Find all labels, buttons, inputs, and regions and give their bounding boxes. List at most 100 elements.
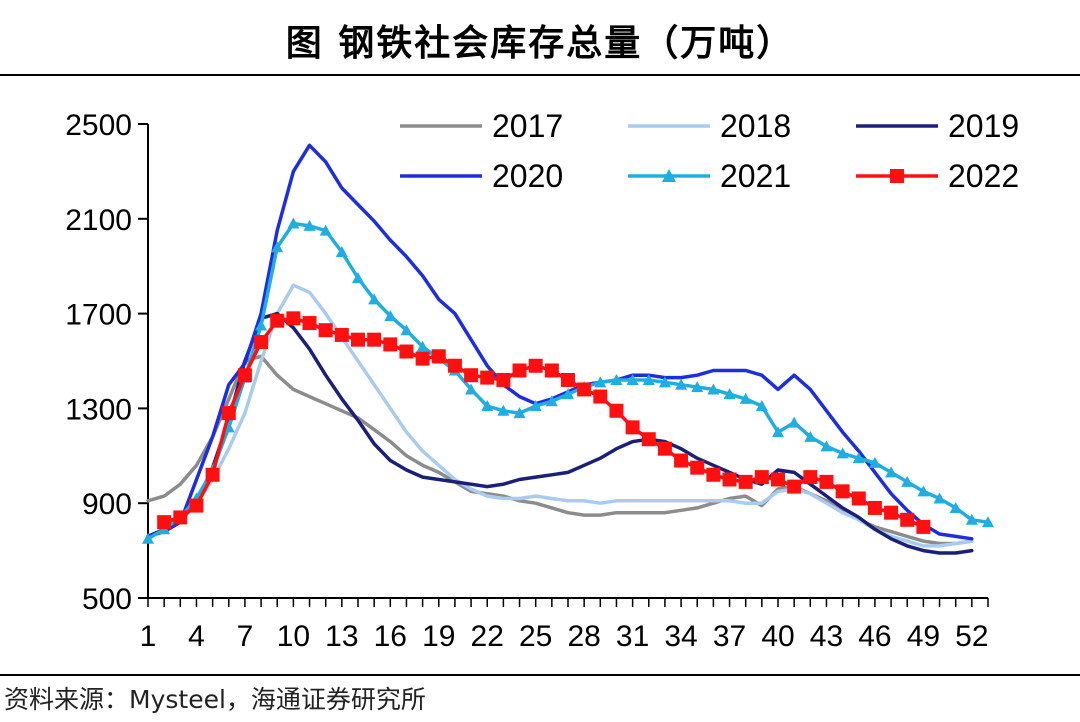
- series-2020: [146, 143, 974, 541]
- data-point-2022: [787, 479, 802, 494]
- data-point-2022: [819, 474, 834, 489]
- y-tick-label: 1700: [65, 299, 132, 332]
- data-point-2021: [335, 245, 348, 257]
- x-tick-label: 10: [277, 620, 310, 653]
- data-point-2021: [820, 440, 833, 452]
- x-tick-label: 22: [471, 620, 504, 653]
- x-tick-label: 49: [907, 620, 940, 653]
- x-tick-label: 31: [616, 620, 649, 653]
- data-point-2022: [900, 512, 915, 527]
- series-2019: [146, 311, 974, 555]
- data-point-2022: [593, 389, 608, 404]
- title-divider: [0, 74, 1080, 76]
- data-point-2021: [513, 407, 526, 419]
- data-point-2021: [901, 475, 914, 487]
- legend-item-2018: 2018: [628, 108, 791, 144]
- data-point-2022: [771, 472, 785, 487]
- chart-title: 图 钢铁社会库存总量（万吨）: [285, 23, 795, 64]
- data-point-2021: [917, 485, 930, 497]
- legend-item-2022: 2022: [856, 158, 1019, 194]
- data-point-2021: [303, 219, 316, 231]
- x-tick-label: 16: [374, 620, 407, 653]
- chart-legend: 2017 2018 2019 2020 2021 2022: [400, 108, 1019, 194]
- data-point-2022: [690, 460, 705, 475]
- legend-label: 2019: [948, 108, 1019, 144]
- series-line-2019: [146, 311, 974, 555]
- series-2017: [146, 354, 974, 546]
- data-point-2021: [949, 501, 962, 513]
- data-point-2021: [658, 376, 671, 388]
- data-point-2022: [609, 403, 624, 418]
- data-point-2022: [205, 467, 220, 482]
- data-point-2021: [287, 217, 300, 229]
- data-point-2022: [561, 372, 575, 387]
- data-point-2022: [254, 335, 269, 350]
- legend-item-2019: 2019: [856, 108, 1019, 144]
- legend-item-2020: 2020: [400, 158, 563, 194]
- data-point-2021: [384, 309, 397, 321]
- x-tick-label: 25: [519, 620, 552, 653]
- y-tick-label: 900: [82, 488, 132, 521]
- data-point-2022: [803, 470, 818, 485]
- data-point-2022: [480, 370, 495, 385]
- data-point-2021: [868, 456, 881, 468]
- data-point-2021: [319, 224, 332, 236]
- data-point-2022: [367, 332, 382, 347]
- data-point-2022: [577, 382, 592, 397]
- x-tick-label: 46: [858, 620, 891, 653]
- series-line-2018: [146, 283, 974, 548]
- x-tick-label: 52: [955, 620, 988, 653]
- data-point-2022: [835, 484, 850, 499]
- data-point-2021: [933, 492, 946, 504]
- data-point-2021: [529, 400, 542, 412]
- data-point-2021: [982, 516, 994, 528]
- data-point-2021: [852, 452, 865, 464]
- data-point-2021: [691, 381, 704, 393]
- data-point-2021: [465, 383, 478, 395]
- source-note: 资料来源：Mysteel，海通证券研究所: [4, 685, 426, 714]
- legend-marker: [662, 169, 676, 182]
- data-point-2022: [237, 368, 252, 383]
- x-tick-label: 4: [188, 620, 205, 653]
- data-point-2022: [318, 323, 333, 338]
- x-tick-label: 13: [325, 620, 358, 653]
- data-point-2022: [544, 363, 559, 378]
- data-point-2021: [352, 272, 364, 284]
- y-tick-label: 2500: [65, 109, 132, 142]
- data-point-2021: [836, 447, 849, 459]
- data-point-2022: [415, 351, 430, 366]
- x-tick-label: 7: [237, 620, 254, 653]
- data-point-2021: [788, 416, 801, 428]
- data-point-2022: [528, 358, 543, 373]
- data-point-2022: [189, 498, 204, 513]
- data-point-2021: [755, 400, 768, 412]
- data-point-2022: [302, 316, 317, 331]
- series-line-2017: [146, 354, 974, 546]
- legend-item-2021: 2021: [628, 158, 791, 194]
- data-point-2021: [368, 293, 381, 305]
- legend-marker: [890, 169, 904, 183]
- data-point-2022: [674, 453, 689, 468]
- data-point-2022: [383, 337, 398, 352]
- legend-label: 2021: [720, 158, 791, 194]
- data-point-2021: [804, 430, 817, 442]
- data-point-2022: [173, 510, 188, 525]
- x-tick-label: 28: [567, 620, 600, 653]
- series-2022: [157, 311, 931, 534]
- data-point-2021: [739, 392, 752, 404]
- data-point-2022: [641, 432, 656, 447]
- data-point-2022: [706, 467, 721, 482]
- data-point-2021: [562, 388, 574, 400]
- data-point-2021: [723, 388, 736, 400]
- data-point-2022: [625, 420, 640, 435]
- data-point-2022: [738, 474, 753, 489]
- data-point-2021: [626, 373, 639, 385]
- data-point-2022: [884, 505, 899, 520]
- data-point-2021: [772, 426, 784, 438]
- data-point-2021: [707, 383, 720, 395]
- data-point-2022: [916, 519, 931, 534]
- data-point-2022: [496, 372, 511, 387]
- data-point-2021: [675, 378, 688, 390]
- data-point-2022: [657, 441, 672, 456]
- data-point-2021: [642, 373, 655, 385]
